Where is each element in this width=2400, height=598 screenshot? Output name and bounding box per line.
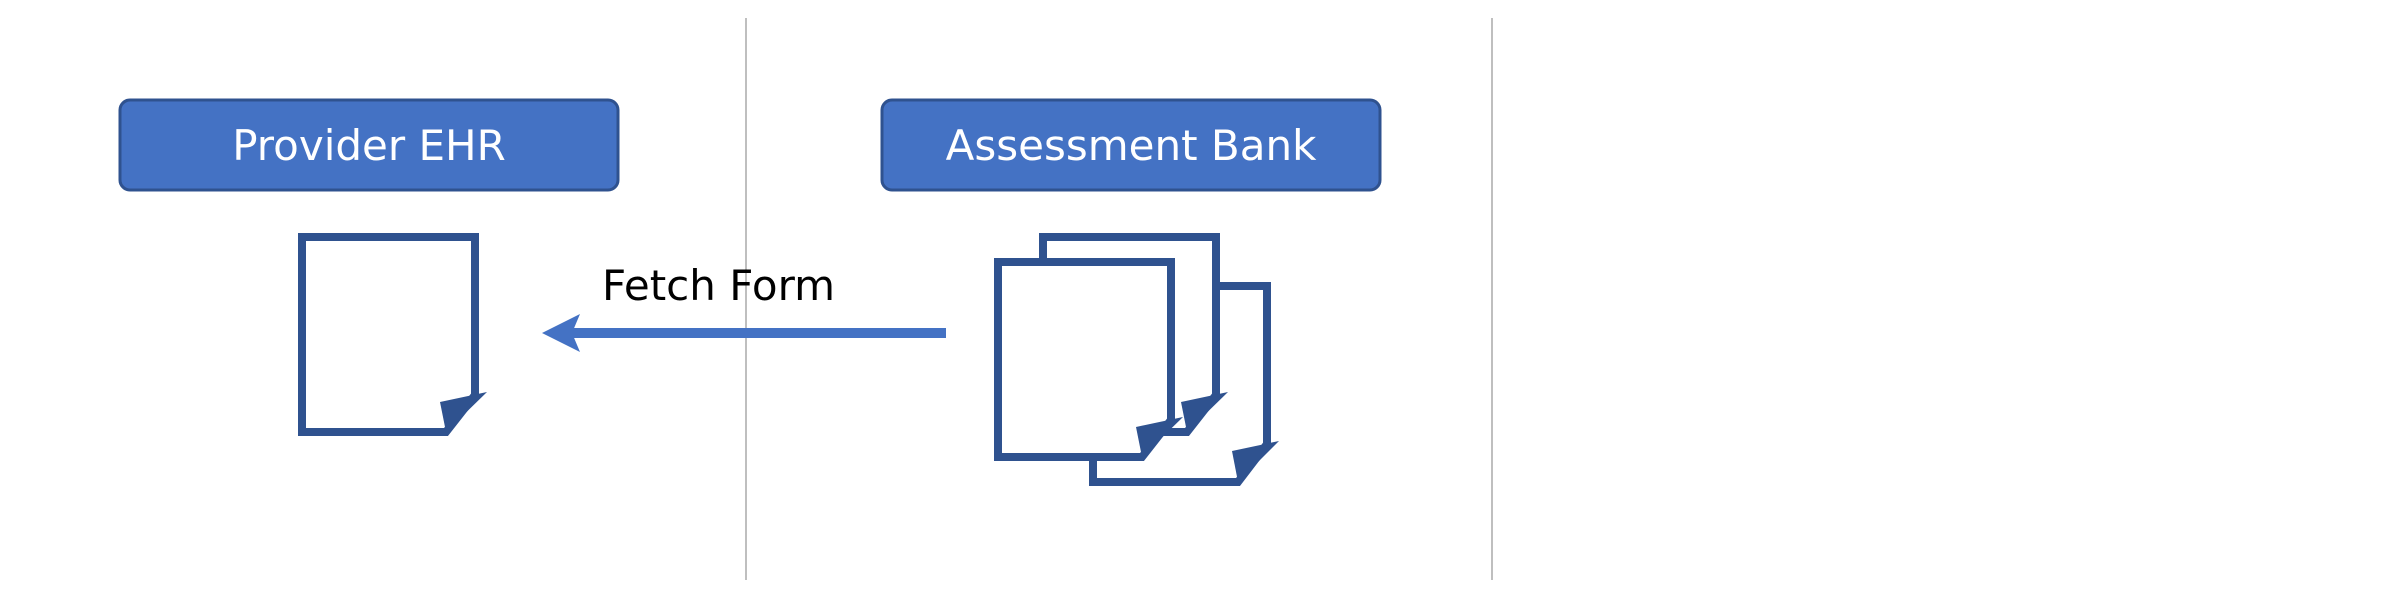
provider-ehr-label: Provider EHR	[232, 121, 506, 170]
fetch-form-arrow-head	[542, 314, 580, 352]
assessment-bank-box	[880, 98, 1382, 192]
assessment-bank-node: Assessment Bank	[880, 98, 1382, 192]
assessment-bank-label: Assessment Bank	[946, 121, 1317, 170]
fetch-form-arrow	[542, 314, 946, 352]
single-document-icon	[298, 233, 487, 436]
provider-ehr-box	[118, 98, 620, 192]
fetch-form-label: Fetch Form	[602, 261, 835, 310]
provider-ehr-node: Provider EHR	[118, 98, 620, 192]
multiple-documents-icon	[994, 233, 1279, 486]
